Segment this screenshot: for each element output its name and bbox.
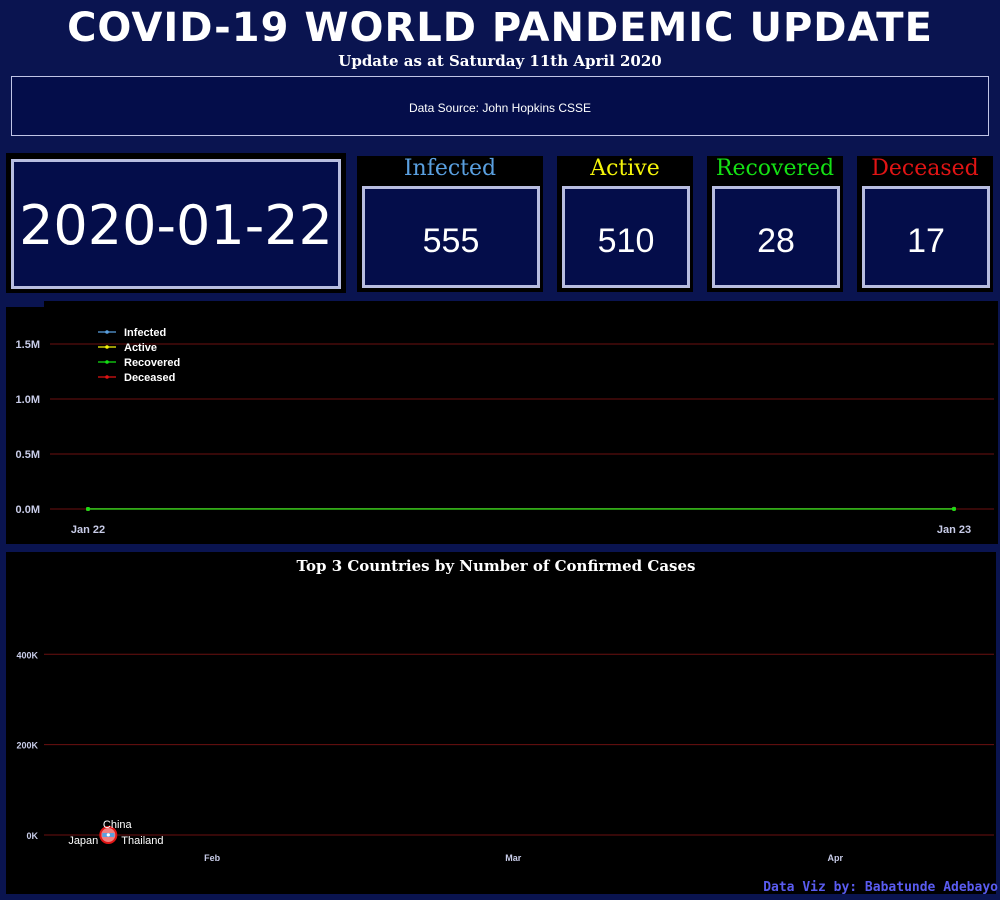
active-box: 510 <box>562 186 690 288</box>
y-tick-label: 200K <box>16 741 38 751</box>
legend-label-recovered: Recovered <box>124 357 180 369</box>
active-value: 510 <box>597 222 655 260</box>
x-tick-label: Feb <box>204 853 221 863</box>
legend-marker-recovered <box>105 360 109 364</box>
legend-label-infected: Infected <box>124 327 166 339</box>
credit-text: Data Viz by: Babatunde Adebayo <box>763 880 998 895</box>
deceased-value: 17 <box>907 222 945 260</box>
infected-box: 555 <box>362 186 540 288</box>
current-date: 2020-01-22 <box>19 194 333 257</box>
y-tick-label: 0.0M <box>16 504 40 516</box>
series-point-recovered <box>86 506 90 511</box>
y-tick-label: 1.0M <box>16 394 40 406</box>
top-countries-chart: Top 3 Countries by Number of Confirmed C… <box>6 552 996 894</box>
y-tick-label: 0.5M <box>16 449 40 461</box>
x-tick-label: Apr <box>827 853 843 863</box>
update-date-subtitle: Update as at Saturday 11th April 2020 <box>338 52 662 70</box>
legend-marker-infected <box>105 330 109 334</box>
country-chart-background <box>6 552 996 894</box>
x-tick-label: Jan 23 <box>937 524 971 536</box>
country-chart-title: Top 3 Countries by Number of Confirmed C… <box>297 557 696 575</box>
legend-marker-deceased <box>105 375 109 379</box>
recovered-box: 28 <box>712 186 840 288</box>
recovered-value: 28 <box>757 222 795 260</box>
date-box: 2020-01-22 <box>11 159 341 289</box>
data-source-text: Data Source: John Hopkins CSSE <box>408 101 592 115</box>
x-tick-label: Jan 22 <box>71 524 105 536</box>
line-chart-background <box>6 301 998 544</box>
cases-timeline-chart: 0.0M 0.5M 1.0M 1.5M Jan 22 Jan 23 Infected Acti… <box>6 301 998 544</box>
country-label-china: China <box>103 819 133 831</box>
legend-label-active: Active <box>124 342 157 354</box>
country-point-thailand <box>106 833 110 837</box>
country-label-thailand: Thailand <box>121 835 163 847</box>
y-tick-label: 0K <box>26 831 38 841</box>
legend-marker-active <box>105 345 109 349</box>
country-label-japan: Japan <box>68 835 98 847</box>
y-tick-label: 400K <box>16 650 38 660</box>
x-tick-label: Mar <box>505 853 522 863</box>
deceased-label: Deceased <box>871 156 979 181</box>
active-label: Active <box>590 156 660 181</box>
infected-value: 555 <box>422 222 480 260</box>
y-tick-label: 1.5M <box>16 339 40 351</box>
dashboard-title: COVID-19 WORLD PANDEMIC UPDATE <box>67 5 933 51</box>
series-point-recovered <box>952 506 956 511</box>
infected-label: Infected <box>403 156 497 181</box>
data-source-panel: Data Source: John Hopkins CSSE <box>11 76 989 136</box>
legend-label-deceased: Deceased <box>124 372 175 384</box>
recovered-label: Recovered <box>715 156 835 181</box>
deceased-box: 17 <box>862 186 990 288</box>
